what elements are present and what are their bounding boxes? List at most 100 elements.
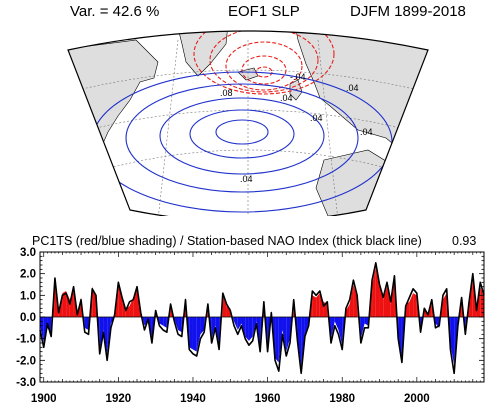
contour-label: -.04 [290, 72, 306, 82]
negative-shading [301, 317, 305, 367]
positive-shading [413, 293, 417, 317]
positive-shading [390, 280, 395, 317]
nao-index-line [39, 262, 485, 375]
positive-shading [409, 293, 414, 317]
positive-shading [92, 286, 96, 317]
positive-shading [312, 295, 317, 317]
positive-shading [442, 293, 447, 317]
positive-shading [383, 286, 387, 317]
x-tick-label: 1920 [106, 393, 132, 405]
negative-shading [398, 317, 402, 361]
negative-shading [334, 317, 339, 330]
negative-shading [234, 317, 238, 330]
period-label: DJFM 1899-2018 [350, 3, 466, 20]
y-tick-label: 1.0 [20, 290, 36, 302]
positive-shading [349, 284, 354, 317]
positive-shading [62, 291, 67, 317]
negative-shading [144, 317, 149, 326]
positive-shading [129, 297, 134, 317]
negative-shading [196, 317, 201, 352]
map-title: EOF1 SLP [228, 3, 300, 20]
negative-shading [304, 317, 309, 335]
y-tick-label: 0.0 [20, 312, 36, 324]
negative-shading [159, 317, 164, 326]
y-tick-label: 3.0 [20, 247, 36, 259]
negative-contour [225, 41, 303, 91]
timeseries-title: PC1TS (red/blue shading) / Station-based… [32, 234, 422, 248]
contour-label: .04 [280, 93, 293, 103]
x-tick-label: 2000 [404, 393, 430, 405]
positive-shading [469, 278, 473, 317]
positive-contour [189, 109, 295, 159]
negative-shading [278, 317, 283, 363]
latitude-line [77, 69, 419, 91]
negative-shading [252, 317, 257, 337]
positive-contour [215, 119, 269, 145]
positive-shading [319, 293, 324, 317]
negative-shading [331, 317, 335, 339]
negative-shading [84, 317, 89, 330]
negative-shading [192, 317, 197, 352]
positive-shading [69, 288, 74, 317]
positive-shading [379, 282, 384, 317]
positive-shading [345, 304, 350, 317]
map-outline [67, 30, 429, 216]
negative-shading [200, 317, 205, 335]
negative-shading [286, 317, 290, 352]
negative-contour [241, 55, 287, 85]
negative-shading [47, 317, 52, 335]
contour-label: .04 [240, 174, 253, 184]
land-greenland [177, 31, 229, 77]
positive-shading [386, 286, 391, 317]
correlation-value: 0.93 [452, 234, 477, 248]
negative-shading [248, 317, 253, 341]
negative-shading [338, 317, 343, 346]
y-tick-label: -1.0 [16, 334, 36, 346]
negative-shading [364, 317, 369, 326]
negative-shading [275, 317, 279, 363]
positive-shading [372, 267, 376, 317]
y-tick-label: 2.0 [20, 269, 36, 281]
negative-contour [193, 31, 335, 95]
negative-shading [107, 317, 111, 354]
contour-label: .08 [220, 88, 233, 98]
negative-shading [189, 317, 193, 350]
positive-shading [316, 293, 320, 317]
negative-shading [103, 317, 108, 354]
positive-shading [480, 286, 484, 317]
negative-shading [282, 317, 287, 352]
x-tick-label: 1940 [180, 393, 206, 405]
negative-shading [245, 317, 249, 341]
negative-shading [163, 317, 167, 328]
latitude-line [101, 149, 395, 171]
negative-shading [232, 317, 235, 322]
negative-shading [215, 317, 220, 346]
y-tick-label: -3.0 [16, 377, 36, 389]
x-tick-label: 1980 [329, 393, 355, 405]
negative-contour [209, 31, 319, 93]
negative-shading [297, 317, 302, 367]
negative-shading [237, 317, 242, 330]
contour-label: .04 [360, 127, 373, 137]
contour-label: .04 [346, 83, 359, 93]
negative-shading [435, 317, 440, 328]
negative-shading [174, 317, 179, 330]
contour-label: .04 [310, 113, 323, 123]
positive-shading [353, 284, 358, 317]
negative-shading [99, 317, 104, 350]
positive-contour [125, 83, 359, 193]
negative-shading [211, 317, 216, 339]
positive-shading [118, 284, 123, 317]
variance-label: Var. = 42.6 % [70, 3, 160, 20]
x-tick-label: 1900 [31, 393, 57, 405]
negative-shading [360, 317, 365, 339]
y-tick-label: -2.0 [16, 355, 36, 367]
negative-shading [450, 317, 455, 365]
x-tick-label: 1960 [255, 393, 281, 405]
negative-shading [241, 317, 246, 337]
negative-shading [178, 317, 182, 333]
positive-shading [222, 295, 227, 317]
positive-contour [159, 97, 325, 175]
eof-map: -.04 .04 .08 .04 .04 .04 .04 [67, 30, 429, 216]
